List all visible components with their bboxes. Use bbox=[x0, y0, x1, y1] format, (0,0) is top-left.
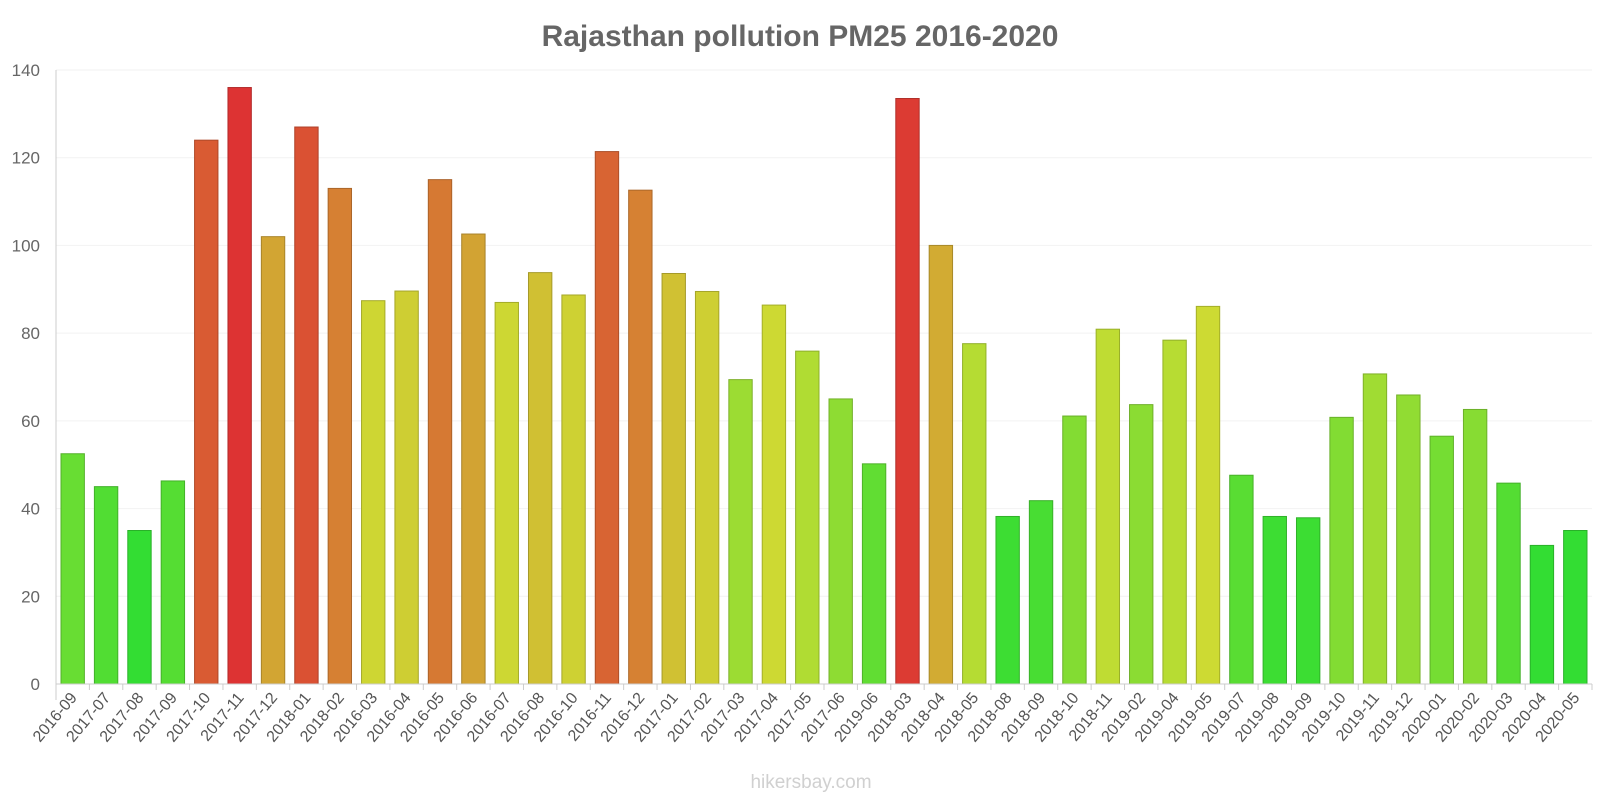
bar-2019-02[interactable] bbox=[1129, 404, 1154, 685]
y-tick-label-0: 0 bbox=[31, 675, 40, 694]
y-tick-label-120: 120 bbox=[12, 149, 40, 168]
bar-2017-11[interactable] bbox=[227, 87, 252, 685]
bar-2019-05[interactable] bbox=[1195, 305, 1221, 685]
bar-2020-02[interactable] bbox=[1462, 408, 1488, 685]
bar-2016-06[interactable] bbox=[461, 233, 486, 685]
bar-2019-07[interactable] bbox=[1229, 474, 1254, 685]
bar-2019-10[interactable] bbox=[1329, 416, 1354, 685]
bar-2019-09[interactable] bbox=[1295, 517, 1321, 685]
chart-title: Rajasthan pollution PM25 2016-2020 bbox=[542, 20, 1059, 53]
bar-2017-09[interactable] bbox=[160, 480, 186, 685]
bar-2017-08[interactable] bbox=[127, 530, 152, 685]
y-tick-label-80: 80 bbox=[21, 324, 40, 343]
grid-lines bbox=[56, 69, 1592, 597]
bar-2019-12[interactable] bbox=[1396, 394, 1421, 685]
bar-2016-10[interactable] bbox=[561, 294, 586, 685]
bar-2020-05[interactable] bbox=[1563, 530, 1588, 685]
bar-2019-08[interactable] bbox=[1262, 515, 1287, 685]
bar-2019-11[interactable] bbox=[1362, 373, 1388, 685]
bar-2017-04[interactable] bbox=[761, 304, 787, 685]
y-tick-label-100: 100 bbox=[12, 236, 40, 255]
bar-2018-04[interactable] bbox=[928, 244, 954, 685]
bar-2016-09[interactable] bbox=[60, 453, 85, 685]
bars-group bbox=[60, 87, 1588, 685]
bar-2016-12[interactable] bbox=[628, 189, 653, 685]
bar-2017-10[interactable] bbox=[194, 139, 219, 685]
bar-2017-05[interactable] bbox=[795, 350, 820, 685]
bar-2018-09[interactable] bbox=[1028, 500, 1054, 685]
bar-2017-03[interactable] bbox=[728, 379, 753, 685]
bar-2020-03[interactable] bbox=[1496, 482, 1521, 685]
bar-2016-03[interactable] bbox=[361, 300, 386, 685]
bar-2017-02[interactable] bbox=[694, 290, 720, 685]
y-tick-label-60: 60 bbox=[21, 412, 40, 431]
x-tick-labels: 2016-092017-072017-082017-092017-102017-… bbox=[30, 690, 1583, 746]
bar-2018-08[interactable] bbox=[995, 515, 1020, 685]
bar-2016-11[interactable] bbox=[594, 151, 620, 685]
bar-2017-01[interactable] bbox=[661, 272, 686, 685]
bar-2020-01[interactable] bbox=[1429, 435, 1454, 685]
bar-2018-10[interactable] bbox=[1062, 415, 1087, 685]
axes bbox=[55, 70, 1593, 700]
bar-2019-04[interactable] bbox=[1162, 339, 1187, 685]
bar-2019-06[interactable] bbox=[861, 463, 887, 685]
y-tick-label-140: 140 bbox=[12, 61, 40, 80]
bar-2017-12[interactable] bbox=[260, 236, 286, 685]
bar-2017-06[interactable] bbox=[828, 398, 853, 685]
bar-2018-03[interactable] bbox=[895, 98, 920, 685]
bar-2020-04[interactable] bbox=[1529, 544, 1555, 685]
bar-2016-08[interactable] bbox=[527, 272, 553, 685]
y-tick-labels: 0 20 40 60 80 100 120 140 bbox=[12, 61, 40, 694]
bar-2016-04[interactable] bbox=[394, 290, 419, 685]
y-tick-label-20: 20 bbox=[21, 587, 40, 606]
bar-2018-11[interactable] bbox=[1095, 328, 1121, 685]
site-credit: hikersbay.com bbox=[750, 772, 871, 793]
bar-2016-07[interactable] bbox=[494, 301, 519, 685]
bar-2018-05[interactable] bbox=[962, 343, 987, 685]
y-tick-label-40: 40 bbox=[21, 500, 40, 519]
bar-2018-02[interactable] bbox=[327, 187, 353, 685]
bar-2016-05[interactable] bbox=[427, 179, 453, 685]
bar-2018-01[interactable] bbox=[294, 126, 319, 685]
bar-2017-07[interactable] bbox=[93, 486, 119, 685]
